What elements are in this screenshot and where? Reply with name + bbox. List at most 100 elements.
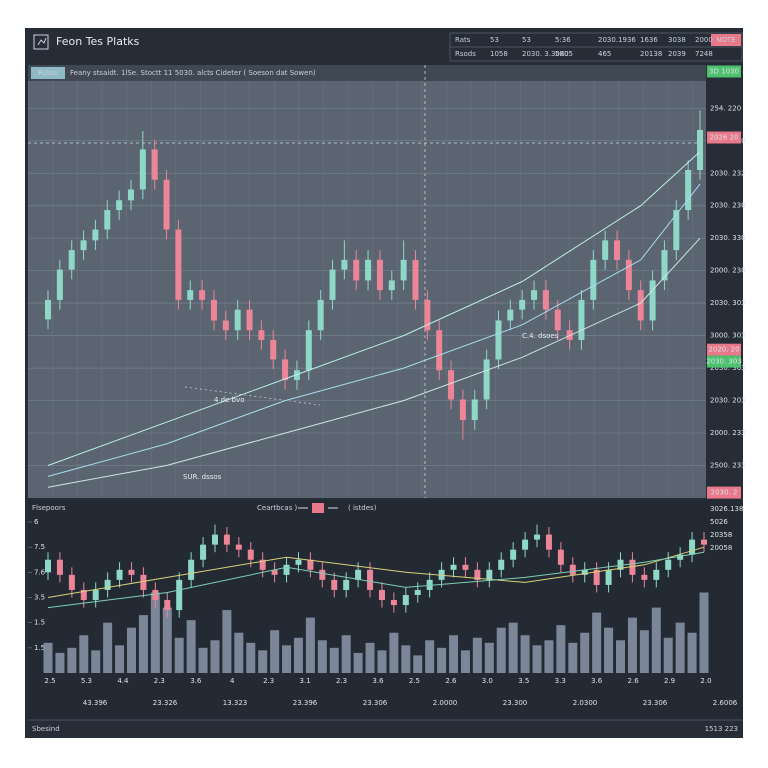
candle-body bbox=[317, 299, 324, 331]
main-chart: 2500. 233 2000. 233 2030. 203 2030. 303 3000… bbox=[28, 65, 746, 499]
date-label: 43.396 bbox=[83, 699, 108, 707]
volume-bar bbox=[91, 650, 101, 673]
volume-bar bbox=[472, 637, 482, 673]
volume-bar bbox=[234, 632, 244, 673]
legend-swatch[interactable] bbox=[312, 503, 324, 513]
candle-body bbox=[353, 259, 360, 281]
y-tick-label: 2030. 330 bbox=[710, 234, 746, 242]
candle-body bbox=[436, 330, 443, 371]
y-tick-label: 2500. 233 bbox=[710, 462, 746, 470]
volume-bar bbox=[437, 647, 447, 673]
annotation: C.4. dsoes bbox=[522, 332, 559, 340]
volume-bar bbox=[449, 635, 459, 673]
candle-body bbox=[305, 330, 312, 371]
volume-bar bbox=[389, 632, 399, 673]
stat-cell: 1636 bbox=[640, 36, 658, 44]
alert-text[interactable]: NOTE bbox=[716, 36, 735, 44]
candle-body bbox=[378, 589, 385, 601]
volume-bar bbox=[67, 647, 77, 673]
volume-bar bbox=[639, 630, 649, 673]
volume-bar bbox=[568, 642, 578, 673]
alert-badge[interactable] bbox=[711, 34, 741, 46]
volume-bar bbox=[270, 630, 280, 673]
candle-body bbox=[402, 594, 409, 606]
date-label: 2.0000 bbox=[433, 699, 458, 707]
stat-cell: 53 bbox=[490, 36, 499, 44]
toolbar-button-text[interactable]: Rutas bbox=[38, 69, 58, 77]
volume-bar bbox=[663, 637, 673, 673]
candle-body bbox=[200, 544, 207, 560]
candle-body bbox=[319, 569, 326, 580]
y-tick-label: 1.5 bbox=[34, 619, 45, 627]
volume-bar bbox=[687, 632, 697, 673]
x-tick-label: 2.5 bbox=[409, 677, 420, 685]
candle-body bbox=[307, 559, 314, 570]
toolbar-text: Feany stsaidt. 1lSe. Stoctt 11 5030. alc… bbox=[70, 69, 316, 77]
candle-body bbox=[80, 240, 87, 251]
volume-bar bbox=[508, 622, 518, 673]
candle-body bbox=[617, 559, 624, 570]
candle-body bbox=[661, 250, 668, 281]
volume-bar bbox=[138, 615, 148, 673]
side-label: 3026.138 bbox=[710, 505, 743, 513]
x-tick-label: 3.6 bbox=[372, 677, 384, 685]
average-line bbox=[47, 183, 701, 477]
toolbar-button[interactable] bbox=[31, 67, 65, 79]
x-tick-label: 3.3 bbox=[555, 677, 566, 685]
candle-body bbox=[542, 290, 549, 310]
volume-bar bbox=[580, 632, 590, 673]
volume-bar bbox=[282, 645, 292, 673]
volume-bar bbox=[103, 622, 113, 673]
candle-body bbox=[176, 579, 183, 611]
candle-body bbox=[140, 574, 147, 590]
price-tag-label: 2020. 20 bbox=[708, 346, 739, 354]
volume-bar bbox=[222, 610, 232, 673]
x-tick-label: 3.6 bbox=[190, 677, 202, 685]
volume-bar bbox=[150, 592, 160, 673]
average-line bbox=[47, 551, 705, 609]
app-icon bbox=[33, 34, 49, 50]
candle-body bbox=[424, 299, 431, 331]
volume-bar bbox=[675, 622, 685, 673]
candle-body bbox=[80, 589, 87, 601]
candle-body bbox=[545, 534, 552, 550]
candle-body bbox=[175, 229, 182, 300]
candle-body bbox=[187, 290, 194, 300]
candle-body bbox=[282, 359, 289, 381]
x-tick-label: 3.0 bbox=[482, 677, 493, 685]
price-tag-label: 3D 1030 bbox=[709, 67, 739, 75]
annotation: 4 de bvo bbox=[214, 396, 245, 404]
candle-body bbox=[649, 280, 656, 321]
price-tag bbox=[707, 131, 741, 144]
app-title: Feon Tes Platks bbox=[56, 35, 140, 48]
date-label: 2.6006 bbox=[713, 699, 738, 707]
volume-bar bbox=[651, 607, 661, 673]
x-tick-label: 2.6 bbox=[628, 677, 640, 685]
candle-body bbox=[450, 564, 457, 570]
candle-body bbox=[534, 534, 541, 540]
y-tick-label: 3000. 303 bbox=[710, 332, 746, 340]
y-tick-label: 2030. 303 bbox=[710, 364, 746, 372]
candle-body bbox=[104, 210, 111, 230]
candle-body bbox=[578, 299, 585, 340]
candle-body bbox=[400, 259, 407, 281]
volume-bar bbox=[377, 650, 387, 673]
candle-body bbox=[388, 280, 395, 291]
lower-legend-text: Ceartbcas ) bbox=[257, 504, 298, 512]
candle-body bbox=[701, 539, 707, 545]
y-tick-label: 254. 220 bbox=[710, 104, 741, 112]
y-tick-label: 1.5 bbox=[34, 644, 45, 652]
price-tag-label: 2030. 2 bbox=[711, 489, 738, 497]
volume-bar bbox=[604, 627, 614, 673]
volume-bar bbox=[460, 650, 470, 673]
candle-body bbox=[697, 129, 703, 171]
volume-bar bbox=[210, 640, 220, 673]
annotation: SUR. dssos bbox=[183, 473, 222, 481]
volume-bar bbox=[174, 637, 184, 673]
candle-body bbox=[341, 259, 348, 270]
lower-legend-text: ( istdes) bbox=[348, 504, 377, 512]
price-tag bbox=[707, 486, 741, 499]
stat-cell: 2030. 3.3030 bbox=[522, 50, 569, 58]
candle-body bbox=[641, 574, 648, 580]
